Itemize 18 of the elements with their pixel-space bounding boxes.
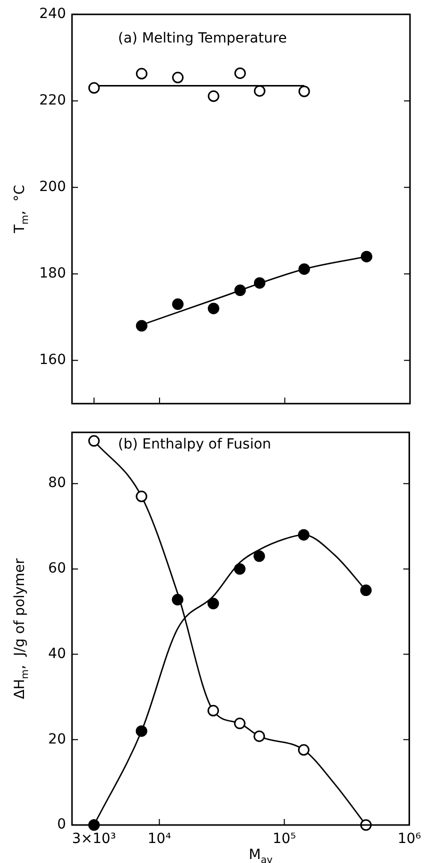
y-tick-label: 40 xyxy=(48,646,66,662)
x-tick-label: 3×10³ xyxy=(72,831,116,848)
y-tick-label: 220 xyxy=(39,92,66,109)
y-tick-label: 80 xyxy=(48,475,66,492)
y-tick-label: 60 xyxy=(48,560,66,577)
y-tick-label: 20 xyxy=(48,731,66,748)
y-tick-label: 0 xyxy=(57,816,66,833)
x-tick-label: 10⁴ xyxy=(148,831,172,848)
y-tick-label: 160 xyxy=(39,352,66,368)
text: (a) Melting Temperature xyxy=(118,30,287,46)
y-axis-title: ΔHm, J/g of polymer xyxy=(12,558,32,700)
x-tick-label: 10⁵ xyxy=(272,831,296,848)
x-tick-label: 10⁶ xyxy=(398,831,422,848)
chart-title: (b) Enthalpy of Fusion xyxy=(118,436,272,452)
y-tick-label: 200 xyxy=(39,179,66,196)
y-axis-title: Tm, °C xyxy=(12,184,32,234)
y-tick-label: 180 xyxy=(39,266,66,282)
y-tick-label: 240 xyxy=(39,6,66,22)
